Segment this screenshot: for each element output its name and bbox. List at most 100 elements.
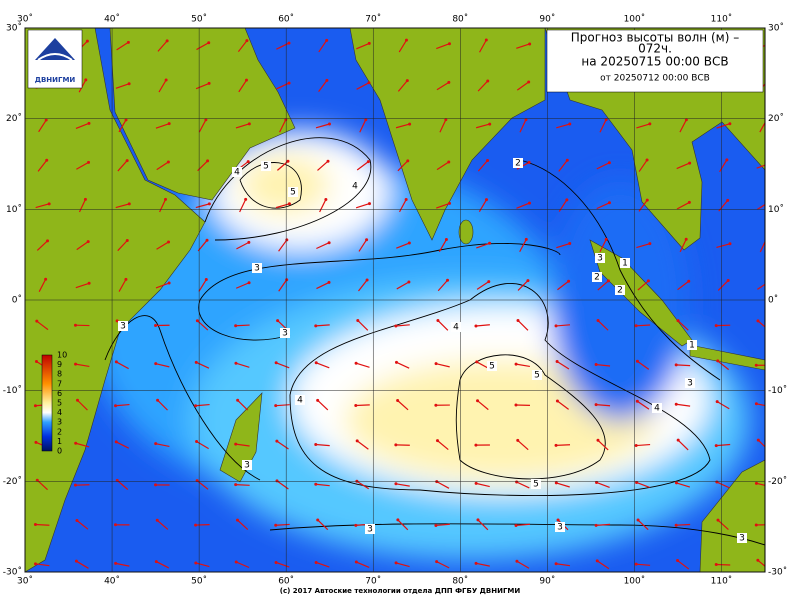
wind-arrow-head xyxy=(83,197,87,201)
lon-label: 100˚ xyxy=(624,14,646,25)
wind-arrow xyxy=(477,80,489,92)
wind-arrow-head xyxy=(356,318,360,322)
wind-arrow-head xyxy=(567,279,571,283)
colorbar-label: 2 xyxy=(57,427,62,436)
wind-arrow xyxy=(556,361,570,370)
colorbar-label: 7 xyxy=(57,379,62,388)
wind-arrow xyxy=(516,202,530,209)
wind-arrow xyxy=(275,404,290,407)
wind-arrow-head xyxy=(528,42,532,46)
wind-arrow xyxy=(677,280,690,291)
wind-arrow-head xyxy=(87,281,91,285)
wind-arrow-head xyxy=(606,279,610,283)
wind-arrow xyxy=(316,242,330,250)
wind-arrow xyxy=(115,203,130,209)
wind-arrow-head xyxy=(33,404,37,408)
wind-arrow-head xyxy=(34,440,38,444)
wind-arrow-head xyxy=(316,518,320,522)
wind-arrow-head xyxy=(756,438,760,442)
wind-arrow xyxy=(235,324,250,327)
wind-arrow xyxy=(278,239,288,252)
wind-arrow xyxy=(36,240,48,251)
wind-arrow xyxy=(195,82,210,90)
wind-arrow-head xyxy=(394,360,398,364)
wind-arrow xyxy=(759,121,765,133)
contour-label-bg xyxy=(252,263,262,273)
wind-arrow xyxy=(397,80,408,92)
wind-arrow xyxy=(318,80,328,93)
wind-arrow-head xyxy=(636,518,640,522)
wind-arrow xyxy=(195,361,210,369)
lon-label: 40˚ xyxy=(104,14,120,25)
contour-label: 4 xyxy=(352,182,358,192)
wind-arrow xyxy=(636,243,651,249)
wind-arrow xyxy=(596,202,610,210)
wind-arrow-head xyxy=(164,78,168,82)
logo-emblem xyxy=(35,38,75,60)
wind-arrow xyxy=(757,559,765,567)
wind-arrow-head xyxy=(35,478,39,482)
wind-arrow-head xyxy=(527,160,531,164)
contour-label-bg xyxy=(487,361,497,371)
wind-arrow-head xyxy=(234,483,238,487)
wind-arrow xyxy=(756,203,765,210)
wind-arrow-head xyxy=(634,324,638,328)
lon-label: 110˚ xyxy=(711,14,733,25)
wind-arrow xyxy=(679,239,687,253)
wind-arrow xyxy=(237,40,248,53)
wind-arrow-head xyxy=(87,160,91,164)
wind-arrow xyxy=(637,360,650,370)
wind-arrow xyxy=(436,561,450,569)
wind-arrow xyxy=(355,404,370,407)
wind-arrow-head xyxy=(194,561,198,565)
wind-arrow-head xyxy=(314,443,318,447)
wind-arrow xyxy=(756,403,765,407)
wind-arrow-head xyxy=(554,562,558,566)
wind-arrow xyxy=(118,119,127,133)
wind-arrow-head xyxy=(447,201,451,205)
contour-label-bg xyxy=(615,285,625,295)
wind-arrow-head xyxy=(635,480,639,484)
wind-arrow-head xyxy=(46,239,50,243)
wind-arrow xyxy=(396,361,410,369)
wind-arrow xyxy=(38,119,47,133)
wind-arrow-head xyxy=(404,38,408,42)
contour-label-bg xyxy=(687,340,697,350)
wind-arrow-head xyxy=(74,559,78,563)
lat-label: 0˚ xyxy=(12,295,22,306)
wind-arrow xyxy=(78,199,86,213)
wind-arrow xyxy=(237,399,249,411)
wind-arrow xyxy=(356,42,370,50)
wind-arrow xyxy=(76,241,89,251)
wind-arrow-head xyxy=(607,161,611,165)
wind-arrow-head xyxy=(645,158,649,162)
wind-arrow-head xyxy=(326,159,330,163)
lat-label: 0˚ xyxy=(768,295,778,306)
wind-arrow-head xyxy=(285,278,289,282)
wind-arrow xyxy=(436,81,450,91)
wind-arrow xyxy=(596,404,611,407)
wind-arrow xyxy=(517,439,529,451)
wind-arrow-head xyxy=(204,278,208,282)
wind-arrow xyxy=(636,481,650,489)
contour-label-bg xyxy=(118,321,128,331)
contour-label-bg xyxy=(685,378,695,388)
wind-arrow-head xyxy=(316,398,320,402)
lat-label: -30˚ xyxy=(3,567,22,578)
wind-arrow xyxy=(157,40,168,52)
wind-arrow-head xyxy=(114,404,118,408)
wind-arrow-head xyxy=(728,122,732,126)
wind-arrow xyxy=(156,561,170,569)
contour-label: 3 xyxy=(367,525,373,535)
wind-arrow-head xyxy=(33,522,37,526)
wind-arrow-head xyxy=(767,79,770,82)
contour-label: 1 xyxy=(689,341,695,351)
wind-arrow-head xyxy=(35,319,39,323)
contour-label: 3 xyxy=(739,534,745,544)
wind-arrow xyxy=(757,439,765,448)
contour-label-bg xyxy=(595,253,605,263)
wind-arrow xyxy=(398,39,407,53)
wind-arrow xyxy=(235,282,250,289)
wind-arrow xyxy=(676,403,691,407)
